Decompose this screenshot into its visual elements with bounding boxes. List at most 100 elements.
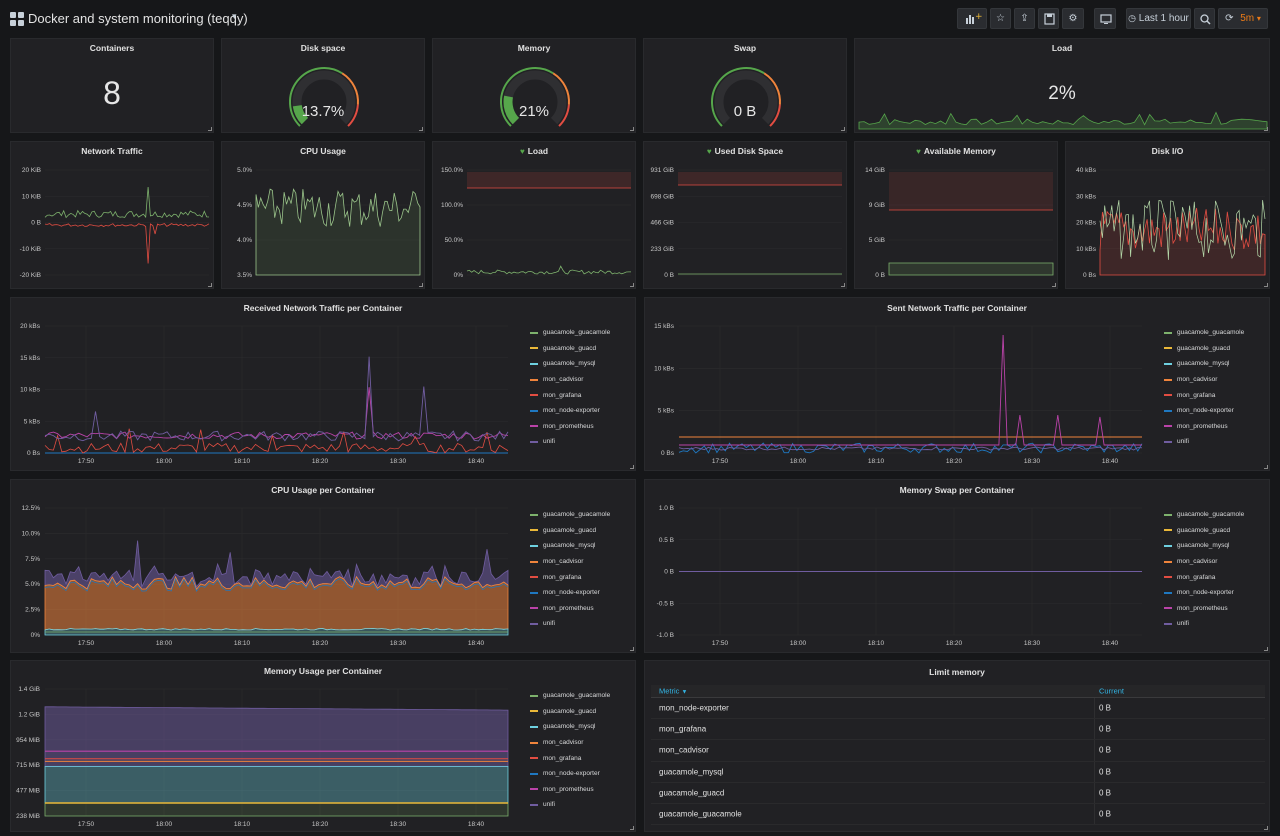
panel-title[interactable]: CPU Usage <box>222 146 424 156</box>
legend-item[interactable]: guacamole_guacd <box>530 341 630 357</box>
legend-item[interactable]: mon_cadvisor <box>1164 372 1264 388</box>
table-row[interactable]: mon_grafana 0 B <box>651 719 1265 741</box>
legend-item[interactable]: mon_node-exporter <box>1164 403 1264 419</box>
legend-item[interactable]: mon_node-exporter <box>530 766 630 782</box>
legend-item[interactable]: mon_cadvisor <box>530 372 630 388</box>
panel-title[interactable]: Memory Usage per Container <box>263 666 383 676</box>
legend-label: mon_grafana <box>543 391 582 399</box>
legend-item[interactable]: mon_prometheus <box>1164 419 1264 435</box>
series-line-write <box>1099 200 1266 260</box>
legend-item[interactable]: unifi <box>530 616 630 632</box>
resize-handle[interactable] <box>630 647 634 651</box>
table-row[interactable]: guacamole_guacamole 0 B <box>651 803 1265 826</box>
table-row[interactable]: guacamole_guacd 0 B <box>651 782 1265 804</box>
resize-handle[interactable] <box>1052 283 1056 287</box>
legend-item[interactable]: mon_grafana <box>530 750 630 766</box>
legend-item[interactable]: guacamole_guacd <box>530 704 630 720</box>
legend-label: mon_cadvisor <box>1177 376 1218 384</box>
legend-item[interactable]: mon_grafana <box>530 387 630 403</box>
tv-mode-button[interactable] <box>1094 8 1116 29</box>
table-row[interactable]: mon_cadvisor 0 B <box>651 740 1265 762</box>
panel-title[interactable]: Memory Swap per Container <box>899 485 1015 495</box>
resize-handle[interactable] <box>419 127 423 131</box>
legend-item[interactable]: mon_prometheus <box>530 782 630 798</box>
save-button[interactable] <box>1038 8 1059 29</box>
resize-handle[interactable] <box>841 127 845 131</box>
column-header-metric[interactable]: Metric ▼ <box>659 686 688 696</box>
add-panel-button[interactable]: + <box>957 8 987 29</box>
dashboard-grid-icon[interactable] <box>10 12 24 26</box>
x-tick-label: 18:10 <box>868 458 885 465</box>
resize-handle[interactable] <box>1264 283 1268 287</box>
table-row[interactable]: guacamole_mysql 0 B <box>651 761 1265 783</box>
resize-handle[interactable] <box>208 127 212 131</box>
legend-item[interactable]: mon_prometheus <box>1164 601 1264 617</box>
legend-item[interactable]: mon_node-exporter <box>1164 585 1264 601</box>
legend-item[interactable]: guacamole_guacamole <box>530 325 630 341</box>
legend-swatch <box>530 694 538 697</box>
legend-item[interactable]: guacamole_guacamole <box>1164 507 1264 523</box>
legend-item[interactable]: mon_prometheus <box>530 419 630 435</box>
current-cell: 0 B <box>1099 788 1112 798</box>
panel-title[interactable]: Received Network Traffic per Container <box>243 303 403 313</box>
legend-item[interactable]: unifi <box>1164 434 1264 450</box>
resize-handle[interactable] <box>630 127 634 131</box>
panel-title[interactable]: ♥ Available Memory <box>855 146 1057 156</box>
legend-item[interactable]: guacamole_mysql <box>1164 356 1264 372</box>
resize-handle[interactable] <box>630 283 634 287</box>
resize-handle[interactable] <box>419 283 423 287</box>
legend-item[interactable]: guacamole_guacamole <box>530 507 630 523</box>
legend-item[interactable]: guacamole_mysql <box>530 719 630 735</box>
settings-button[interactable]: ⚙ <box>1062 8 1084 29</box>
legend-item[interactable]: guacamole_guacd <box>1164 341 1264 357</box>
legend-item[interactable]: guacamole_guacd <box>1164 523 1264 539</box>
column-header-current[interactable]: Current <box>1099 686 1125 696</box>
legend-item[interactable]: guacamole_guacamole <box>1164 325 1264 341</box>
star-button[interactable]: ☆ <box>990 8 1011 29</box>
panel-title[interactable]: Network Traffic <box>11 146 213 156</box>
gauge-threshold-green <box>289 67 343 127</box>
table-row[interactable]: mon_node-exporter 0 B <box>651 698 1265 720</box>
resize-handle[interactable] <box>841 283 845 287</box>
panel-title[interactable]: ♥ Load <box>433 146 635 156</box>
legend-item[interactable]: mon_cadvisor <box>530 735 630 751</box>
resize-handle[interactable] <box>630 465 634 469</box>
resize-handle[interactable] <box>1264 647 1268 651</box>
legend-item[interactable]: guacamole_mysql <box>1164 538 1264 554</box>
time-picker-button[interactable]: ◷ Last 1 hour <box>1126 8 1191 29</box>
legend-item[interactable]: guacamole_mysql <box>530 538 630 554</box>
resize-handle[interactable] <box>1264 465 1268 469</box>
refresh-button[interactable]: ⟳ 5m ▾ <box>1218 8 1268 29</box>
legend-item[interactable]: mon_cadvisor <box>530 554 630 570</box>
panel-title[interactable]: CPU Usage per Container <box>271 485 375 495</box>
legend-item[interactable]: guacamole_guacamole <box>530 688 630 704</box>
y-tick-label: 10 kBs <box>20 387 41 394</box>
legend-label: guacamole_guacd <box>543 344 597 352</box>
legend-item[interactable]: unifi <box>530 797 630 813</box>
share-button[interactable]: ⇪ <box>1014 8 1035 29</box>
legend-item[interactable]: mon_node-exporter <box>530 403 630 419</box>
alert-heart-icon: ♥ <box>706 147 712 156</box>
legend-item[interactable]: mon_node-exporter <box>530 585 630 601</box>
legend-item[interactable]: unifi <box>530 434 630 450</box>
y-tick-label: 466 GiB <box>651 220 675 227</box>
resize-handle[interactable] <box>630 826 634 830</box>
resize-handle[interactable] <box>208 283 212 287</box>
legend-item[interactable]: mon_grafana <box>1164 569 1264 585</box>
panel-title[interactable]: Disk I/O <box>1066 146 1269 156</box>
legend-item[interactable]: mon_grafana <box>530 569 630 585</box>
resize-handle[interactable] <box>1264 127 1268 131</box>
chevron-down-icon[interactable]: ▾ <box>232 11 237 21</box>
legend-label: guacamole_guacamole <box>543 692 611 700</box>
panel-title[interactable]: Sent Network Traffic per Container <box>887 303 1027 313</box>
legend-item[interactable]: unifi <box>1164 616 1264 632</box>
legend-item[interactable]: mon_grafana <box>1164 387 1264 403</box>
dashboard-title[interactable]: Docker and system monitoring (teqqy) <box>28 11 248 26</box>
zoom-out-button[interactable] <box>1194 8 1215 29</box>
panel-title[interactable]: ♥ Used Disk Space <box>644 146 846 156</box>
legend-item[interactable]: guacamole_guacd <box>530 523 630 539</box>
legend-item[interactable]: mon_cadvisor <box>1164 554 1264 570</box>
resize-handle[interactable] <box>1264 826 1268 830</box>
legend-item[interactable]: mon_prometheus <box>530 601 630 617</box>
legend-item[interactable]: guacamole_mysql <box>530 356 630 372</box>
